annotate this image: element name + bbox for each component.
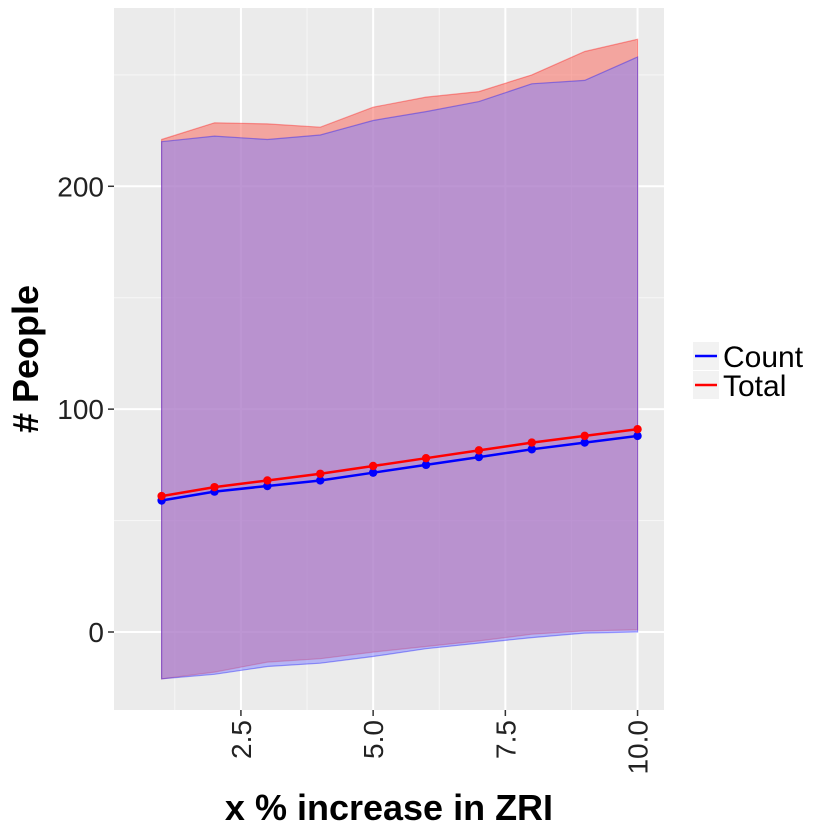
point-total <box>157 491 166 501</box>
band-count <box>161 56 639 680</box>
point-count <box>633 431 642 441</box>
point-total <box>580 431 589 441</box>
point-total <box>316 469 325 478</box>
series-lines <box>161 427 638 502</box>
point-total <box>527 438 536 447</box>
line-count <box>161 434 638 502</box>
point-count <box>527 445 536 454</box>
x-tick-label: 2.5 <box>226 720 257 759</box>
legend-label-count: Count <box>723 341 804 374</box>
line-total <box>161 427 638 498</box>
point-total <box>421 453 431 463</box>
point-count <box>368 468 378 477</box>
x-axis-title: x % increase in ZRI <box>225 787 553 828</box>
axes: 0 100 200 2.5 5.0 7.5 10.0 <box>57 171 653 774</box>
point-count <box>316 476 325 485</box>
point-total <box>368 461 378 471</box>
point-count <box>421 460 431 470</box>
point-total <box>474 446 484 455</box>
y-tick-label: 100 <box>57 394 104 425</box>
point-total <box>210 482 219 492</box>
y-axis-title: # People <box>5 285 46 433</box>
point-count <box>580 438 589 447</box>
x-tick-label: 5.0 <box>358 720 389 759</box>
point-count <box>474 452 484 462</box>
x-tick-label: 7.5 <box>490 720 521 759</box>
x-tick-label: 10.0 <box>623 720 654 775</box>
point-total <box>633 425 642 434</box>
y-tick-label: 0 <box>88 617 104 648</box>
confidence-bands <box>161 38 639 680</box>
series-points <box>157 425 642 505</box>
y-tick-label: 200 <box>57 171 104 202</box>
legend-label-total: Total <box>723 370 786 403</box>
point-total <box>263 476 272 485</box>
